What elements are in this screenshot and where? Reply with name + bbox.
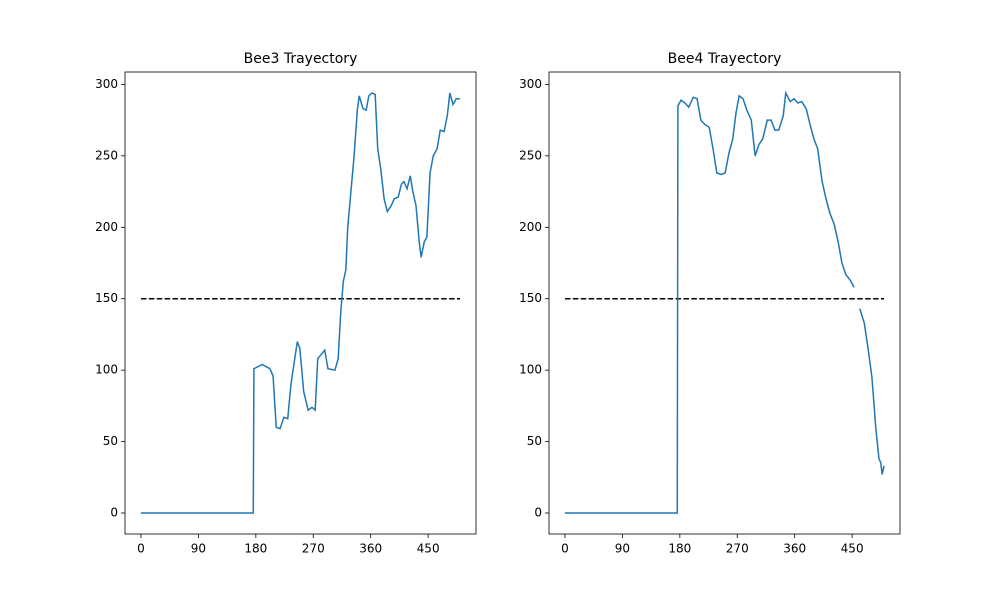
- chart-title: Bee4 Trayectory: [668, 51, 782, 67]
- y-tick-label: 150: [519, 291, 542, 305]
- y-tick-label: 250: [95, 148, 118, 162]
- y-tick-label: 50: [527, 434, 542, 448]
- x-tick-label: 450: [841, 542, 864, 556]
- x-tick-label: 180: [244, 542, 267, 556]
- x-tick-label: 0: [137, 542, 145, 556]
- y-tick-label: 200: [95, 220, 118, 234]
- x-tick-label: 270: [726, 542, 749, 556]
- y-tick-label: 300: [519, 77, 542, 91]
- x-tick-label: 180: [668, 542, 691, 556]
- y-tick-label: 100: [95, 363, 118, 377]
- y-tick-label: 250: [519, 148, 542, 162]
- series-line: [140, 92, 461, 514]
- y-tick-label: 300: [95, 77, 118, 91]
- x-tick-label: 0: [561, 542, 569, 556]
- y-tick-label: 0: [534, 506, 542, 520]
- y-tick-label: 100: [519, 363, 542, 377]
- axes-frame: [124, 71, 477, 535]
- y-tick-label: 150: [95, 291, 118, 305]
- y-tick-label: 200: [519, 220, 542, 234]
- x-tick-label: 270: [302, 542, 325, 556]
- chart-title: Bee3 Trayectory: [244, 51, 358, 67]
- x-tick-label: 360: [783, 542, 806, 556]
- y-tick-label: 0: [110, 506, 118, 520]
- y-tick-label: 50: [103, 434, 118, 448]
- x-tick-label: 90: [191, 542, 206, 556]
- x-tick-label: 90: [615, 542, 630, 556]
- x-tick-label: 450: [417, 542, 440, 556]
- series-line: [564, 90, 885, 514]
- axes-frame: [548, 71, 901, 535]
- x-tick-label: 360: [359, 542, 382, 556]
